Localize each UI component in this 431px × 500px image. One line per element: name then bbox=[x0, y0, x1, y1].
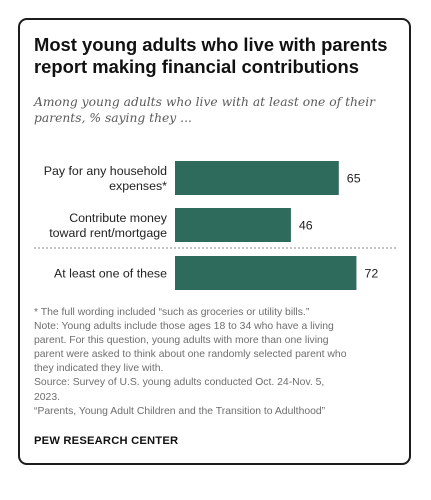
chart-notes: * The full wording included “such as gro… bbox=[34, 306, 406, 419]
source-line: 2023. bbox=[34, 391, 61, 403]
value-label-1: 46 bbox=[299, 219, 313, 233]
chart-title-line2: report making financial contributions bbox=[34, 56, 359, 77]
report-title-line: “Parents, Young Adult Children and the T… bbox=[34, 405, 326, 417]
value-label-0: 65 bbox=[347, 172, 361, 186]
note-line: they indicated they live with. bbox=[34, 363, 164, 375]
bar-1 bbox=[175, 208, 291, 242]
note-line: * The full wording included “such as gro… bbox=[34, 307, 310, 318]
bar-0 bbox=[175, 161, 339, 195]
category-label-0: Pay for any household expenses* bbox=[44, 164, 167, 193]
chart-card: Most young adults who live with parents … bbox=[18, 18, 411, 465]
pew-research-logo: PEW RESEARCH CENTER bbox=[34, 435, 179, 447]
note-line: parent were asked to think about one ran… bbox=[34, 349, 347, 361]
chart-subtitle-line2: parents, % saying they ... bbox=[34, 111, 192, 125]
value-label-2: 72 bbox=[364, 267, 378, 281]
note-line: parent. For this question, young adults … bbox=[34, 335, 329, 347]
chart-title-line1: Most young adults who live with parents bbox=[34, 34, 388, 55]
bar-chart: 65 Pay for any household expenses* 46 Contri… bbox=[34, 161, 398, 290]
chart-title: Most young adults who live with parents … bbox=[34, 34, 404, 78]
category-label-2: At least one of these bbox=[54, 267, 167, 281]
source-line: Source: Survey of U.S. young adults cond… bbox=[34, 377, 325, 389]
note-line: Note: Young adults include those ages 18… bbox=[34, 321, 334, 333]
chart-subtitle: Among young adults who live with at leas… bbox=[34, 94, 404, 126]
chart-subtitle-line1: Among young adults who live with at leas… bbox=[34, 95, 376, 109]
category-label-1: Contribute money toward rent/mortgage bbox=[49, 211, 168, 240]
bar-2 bbox=[175, 256, 357, 290]
